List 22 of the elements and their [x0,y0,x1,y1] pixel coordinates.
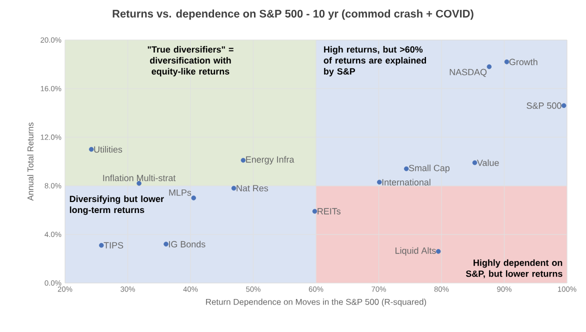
series-label: Liquid Alts [396,247,436,256]
x-axis-title: Return Dependence on Moves in the S&P 500 (R-squared) [206,298,426,307]
annotation: Diversifying but lower long-term returns [70,196,164,215]
series-label: IG Bonds [169,240,206,248]
y-axis-title: Annual Total Returns [27,122,34,201]
series-label: Nat Res [236,185,268,192]
series-label: NASDAQ [450,68,487,77]
series-label: Energy Infra [246,156,294,164]
annotation: Highly dependent on S&P, but lower returns [466,259,562,278]
series-label: Inflation Multi-strat [103,174,176,182]
series-label: Value [477,159,499,166]
series-label: S&P 500 [526,102,562,109]
series-label: TIPS [104,242,124,249]
annotation: "True diversifiers" = diversification with equity-like returns [148,46,234,76]
series-label: Growth [509,58,538,66]
annotation: High returns, but >60% of returns are explained by S&P [324,46,426,76]
series-label: Utilities [94,146,122,153]
chart-title: Returns vs. dependence on S&P 500 - 10 yr (commod crash + COVID) [112,10,474,20]
series-label: REITs [318,208,341,214]
series-label: International [382,178,430,186]
series-label: MLPs [169,190,192,196]
series-label: Small Cap [408,164,450,173]
